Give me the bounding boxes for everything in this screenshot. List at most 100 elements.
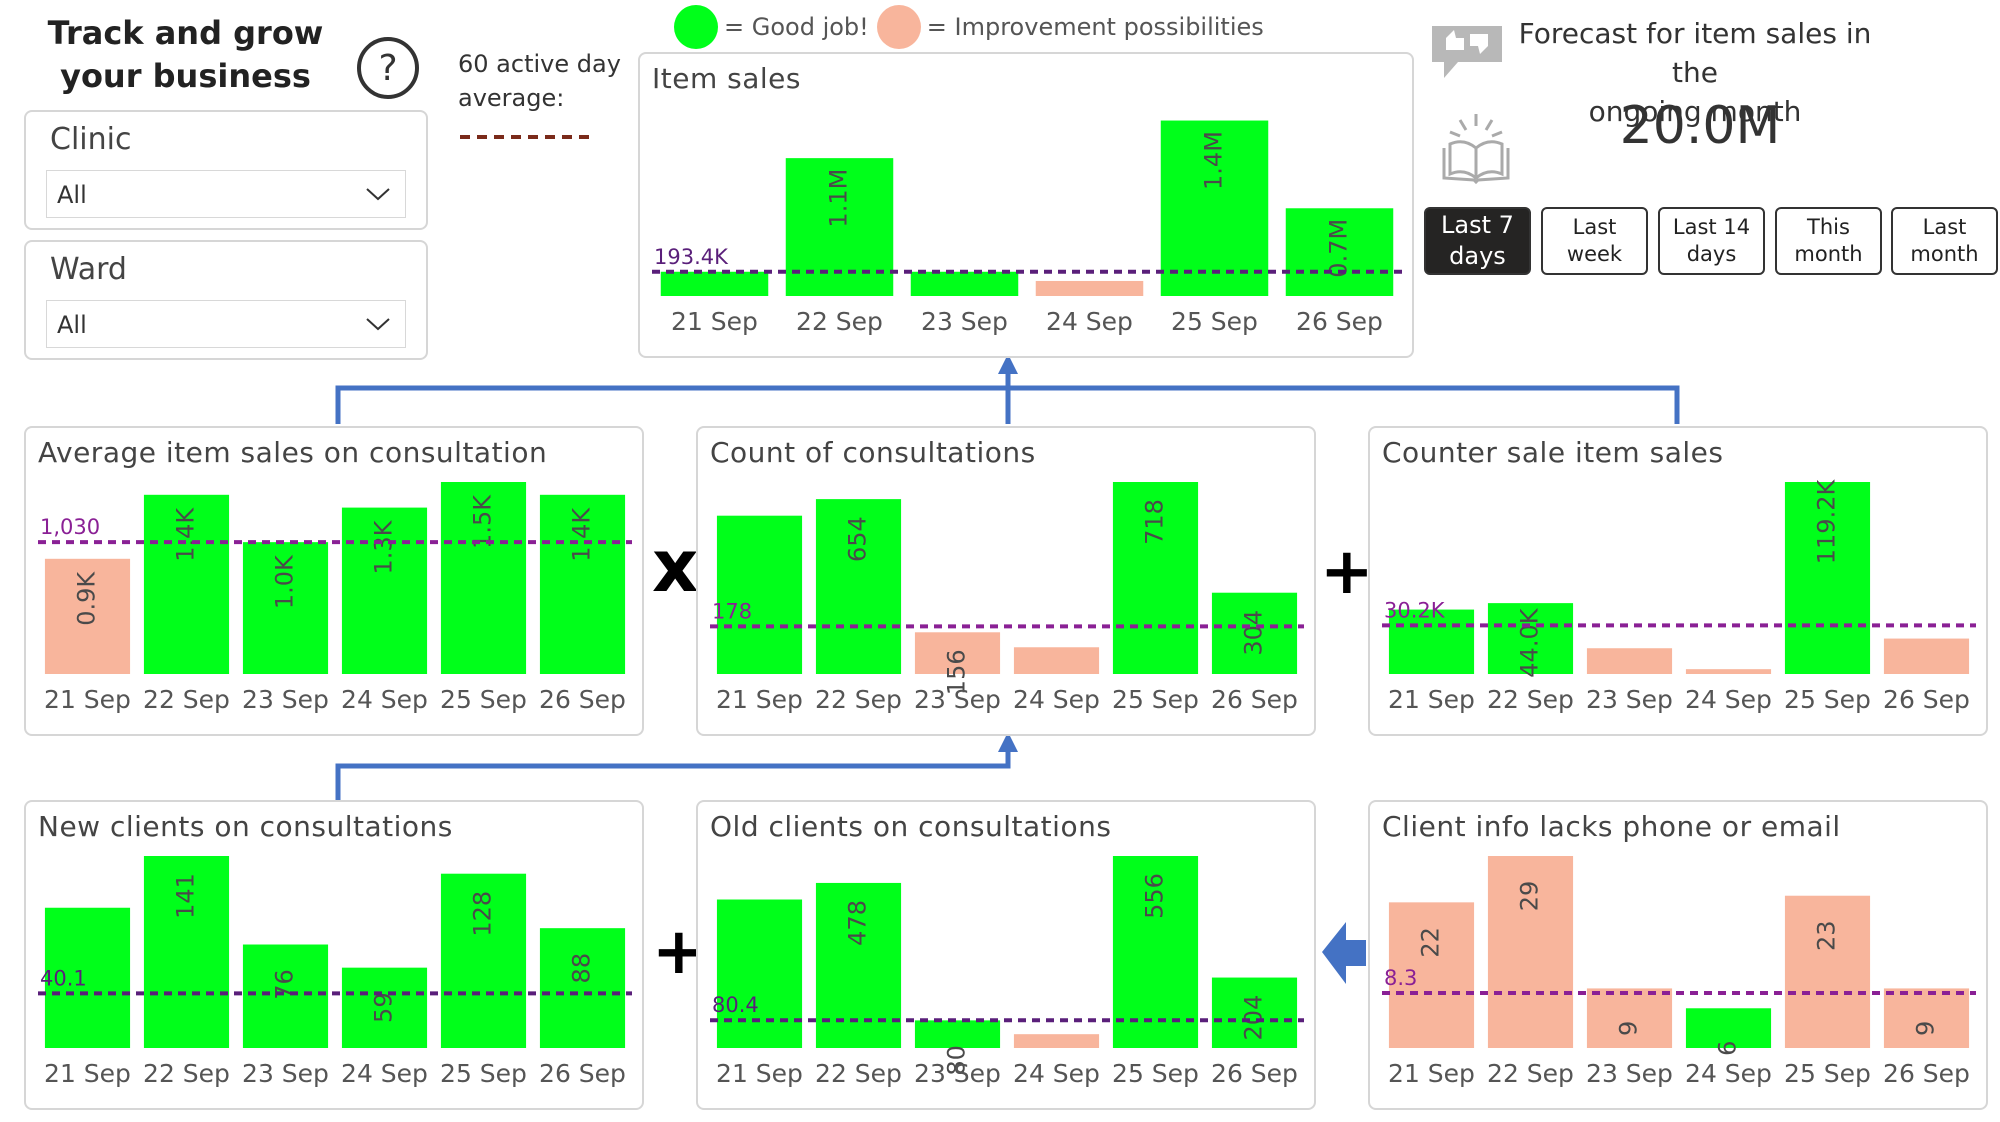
bar-value-label: 1.4K — [568, 507, 596, 562]
plus-operator: + — [1320, 535, 1374, 609]
ward-dropdown[interactable]: All — [46, 300, 406, 348]
x-tick-label: 24 Sep — [1685, 1059, 1772, 1088]
bar — [1388, 902, 1475, 1048]
x-tick-label: 21 Sep — [1388, 685, 1475, 714]
bar-value-label: 9 — [1615, 1021, 1643, 1036]
bar — [341, 967, 428, 1048]
x-tick-label: 23 Sep — [242, 685, 329, 714]
bar-value-label: 156 — [943, 649, 971, 695]
bar — [1035, 280, 1144, 296]
bar-chart: 22 21 Sep 29 22 Sep 9 23 Sep 6 24 Sep 23 25 Sep 9 2… — [1382, 856, 1976, 1088]
bar-value-label: 6 — [1714, 1041, 1742, 1056]
bar — [1211, 592, 1298, 674]
x-tick-label: 22 Sep — [1487, 1059, 1574, 1088]
period-button[interactable]: Last 7 days — [1424, 207, 1531, 275]
x-tick-label: 21 Sep — [671, 307, 758, 336]
x-tick-label: 23 Sep — [1586, 685, 1673, 714]
average-label: 80.4 — [712, 993, 759, 1017]
bar — [1112, 482, 1199, 674]
bar — [341, 507, 428, 674]
average-label: 8.3 — [1384, 966, 1417, 990]
x-tick-label: 26 Sep — [1211, 1059, 1298, 1088]
card-title: Count of consultations — [710, 436, 1036, 469]
arrow-left-icon — [1322, 922, 1366, 984]
count-consultations-card: Count of consultations 21 Sep 654 22 Sep 15… — [696, 426, 1316, 736]
x-tick-label: 26 Sep — [539, 1059, 626, 1088]
clinic-value: All — [57, 181, 87, 209]
bar — [815, 882, 902, 1048]
x-tick-label: 24 Sep — [341, 1059, 428, 1088]
avg-item-sales-card: Average item sales on consultation 0.9K 2… — [24, 426, 644, 736]
clinic-dropdown[interactable]: All — [46, 170, 406, 218]
x-tick-label: 23 Sep — [914, 685, 1001, 714]
x-tick-label: 25 Sep — [440, 685, 527, 714]
bar — [539, 928, 626, 1048]
new-clients-card: New clients on consultations 21 Sep 141 22… — [24, 800, 644, 1110]
svg-text:?: ? — [378, 48, 397, 89]
bar — [539, 494, 626, 674]
bar-value-label: 59 — [370, 992, 398, 1023]
x-tick-label: 21 Sep — [44, 685, 131, 714]
help-icon[interactable]: ? — [356, 36, 420, 104]
card-title: Average item sales on consultation — [38, 436, 548, 469]
x-tick-label: 26 Sep — [539, 685, 626, 714]
chevron-down-icon — [366, 188, 390, 201]
bar — [1013, 647, 1100, 674]
x-tick-label: 22 Sep — [143, 1059, 230, 1088]
bar-chart: 21 Sep 44.0K 22 Sep 23 Sep 24 Sep 119.2K 25 Se… — [1382, 479, 1976, 714]
bar-value-label: 1.0K — [271, 554, 299, 609]
clinic-label: Clinic — [50, 122, 132, 157]
x-tick-label: 26 Sep — [1883, 1059, 1970, 1088]
bar — [716, 899, 803, 1048]
bar-value-label: 128 — [469, 891, 497, 937]
bar — [1784, 482, 1871, 674]
period-button[interactable]: Last month — [1891, 207, 1998, 275]
card-title: Counter sale item sales — [1382, 436, 1724, 469]
period-button[interactable]: Last week — [1541, 207, 1648, 275]
bar — [440, 873, 527, 1048]
bar — [1487, 603, 1574, 674]
bar-value-label: 1.4M — [1200, 131, 1228, 190]
x-tick-label: 21 Sep — [44, 1059, 131, 1088]
x-tick-label: 24 Sep — [1013, 1059, 1100, 1088]
ward-slicer: Ward All — [24, 240, 428, 360]
x-tick-label: 22 Sep — [796, 307, 883, 336]
bar — [1685, 1008, 1772, 1048]
bar-value-label: 119.2K — [1813, 479, 1841, 565]
bar-value-label: 304 — [1240, 610, 1268, 656]
bar-value-label: 22 — [1417, 927, 1445, 958]
ward-value: All — [57, 311, 87, 339]
bar-value-label: 1.1M — [825, 169, 853, 228]
bar-chart: 21 Sep 1.1M 22 Sep 23 Sep 24 Sep 1.4M 25 Sep 0.… — [652, 120, 1402, 336]
x-tick-label: 25 Sep — [1784, 685, 1871, 714]
bar — [815, 499, 902, 674]
counter-sale-card: Counter sale item sales 21 Sep 44.0K 22 Se… — [1368, 426, 1988, 736]
bar — [1784, 895, 1871, 1048]
bar-value-label: 9 — [1912, 1021, 1940, 1036]
bar — [1586, 648, 1673, 674]
bar — [910, 271, 1019, 296]
ward-label: Ward — [50, 252, 127, 287]
bar — [716, 515, 803, 674]
book-sparkle-icon — [1442, 114, 1510, 185]
x-tick-label: 23 Sep — [921, 307, 1008, 336]
bar-value-label: 556 — [1141, 873, 1169, 919]
bar-value-label: 0.9K — [73, 571, 101, 626]
bar — [1586, 988, 1673, 1048]
forecast-value: 20.0M — [1619, 96, 1781, 156]
bar-value-label: 88 — [568, 953, 596, 984]
period-button[interactable]: This month — [1775, 207, 1882, 275]
bar — [1883, 638, 1970, 674]
clinic-slicer: Clinic All — [24, 110, 428, 230]
bar — [1883, 988, 1970, 1048]
bar-value-label: 1.4K — [172, 507, 200, 562]
period-button[interactable]: Last 14 days — [1658, 207, 1765, 275]
bar-value-label: 23 — [1813, 920, 1841, 951]
bar — [1685, 669, 1772, 674]
bar — [1160, 120, 1269, 297]
x-tick-label: 22 Sep — [815, 1059, 902, 1088]
bar-chart: 0.9K 21 Sep 1.4K 22 Sep 1.0K 23 Sep 1.3K 24 Sep… — [38, 482, 632, 714]
bar — [914, 632, 1001, 674]
